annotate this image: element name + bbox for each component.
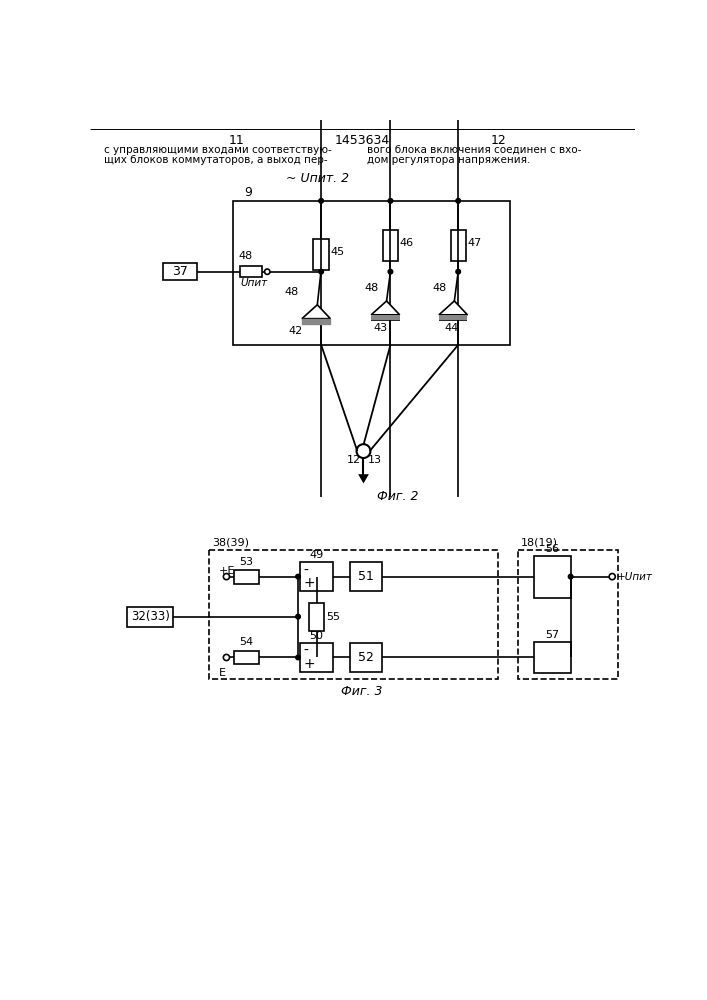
Polygon shape bbox=[371, 301, 399, 315]
Bar bbox=[450, 230, 466, 261]
Text: 1453634: 1453634 bbox=[334, 134, 390, 147]
Bar bbox=[240, 266, 262, 277]
Bar bbox=[313, 239, 329, 270]
Text: +: + bbox=[303, 657, 315, 671]
Text: +E: +E bbox=[218, 566, 235, 576]
Bar bbox=[234, 570, 259, 584]
Text: 38(39): 38(39) bbox=[212, 537, 249, 547]
Circle shape bbox=[319, 269, 324, 274]
Circle shape bbox=[319, 199, 324, 203]
Text: 46: 46 bbox=[399, 238, 414, 248]
Text: 48: 48 bbox=[365, 283, 379, 293]
Text: 12: 12 bbox=[491, 134, 506, 147]
Polygon shape bbox=[371, 315, 399, 320]
Text: 45: 45 bbox=[330, 247, 344, 257]
Text: щих блоков коммутаторов, а выход пер-: щих блоков коммутаторов, а выход пер- bbox=[104, 155, 327, 165]
Text: 52: 52 bbox=[358, 651, 374, 664]
Bar bbox=[127, 607, 173, 627]
Circle shape bbox=[388, 269, 393, 274]
Text: 54: 54 bbox=[239, 637, 253, 647]
Bar bbox=[300, 562, 333, 591]
Text: 12: 12 bbox=[346, 455, 361, 465]
Circle shape bbox=[388, 199, 393, 203]
Text: 48: 48 bbox=[284, 287, 298, 297]
Text: 53: 53 bbox=[239, 557, 253, 567]
Text: с управляющими входами соответствую-: с управляющими входами соответствую- bbox=[104, 145, 332, 155]
Text: 32(33): 32(33) bbox=[131, 610, 170, 623]
Text: ~ Uпит. 2: ~ Uпит. 2 bbox=[286, 172, 350, 185]
Bar bbox=[209, 550, 498, 679]
Text: 48: 48 bbox=[433, 283, 447, 293]
Bar bbox=[382, 230, 398, 261]
Text: вого блока включения соединен с вхо-: вого блока включения соединен с вхо- bbox=[368, 145, 582, 155]
Polygon shape bbox=[302, 319, 330, 324]
Text: Фиг. 3: Фиг. 3 bbox=[341, 685, 382, 698]
Text: 44: 44 bbox=[444, 323, 459, 333]
Text: 50: 50 bbox=[310, 631, 324, 641]
Text: +Uпит: +Uпит bbox=[617, 572, 653, 582]
Circle shape bbox=[296, 655, 300, 660]
Text: 9: 9 bbox=[244, 186, 252, 199]
Text: 13: 13 bbox=[368, 455, 381, 465]
Text: дом регулятора напряжения.: дом регулятора напряжения. bbox=[368, 155, 531, 165]
Text: -: - bbox=[303, 644, 308, 658]
Circle shape bbox=[456, 199, 460, 203]
Text: E: E bbox=[218, 668, 226, 678]
Bar bbox=[350, 562, 382, 591]
Text: 55: 55 bbox=[327, 612, 341, 622]
Bar bbox=[234, 651, 259, 664]
Circle shape bbox=[568, 574, 573, 579]
Text: 11: 11 bbox=[228, 134, 245, 147]
Text: Фиг. 2: Фиг. 2 bbox=[378, 490, 419, 503]
Text: 37: 37 bbox=[173, 265, 188, 278]
Text: 57: 57 bbox=[545, 630, 559, 640]
Bar bbox=[350, 643, 382, 672]
Circle shape bbox=[296, 614, 300, 619]
Text: 18(19): 18(19) bbox=[520, 537, 558, 547]
Text: 42: 42 bbox=[288, 326, 303, 336]
Text: +: + bbox=[303, 576, 315, 590]
Bar bbox=[163, 263, 197, 280]
Text: 51: 51 bbox=[358, 570, 374, 583]
Circle shape bbox=[456, 269, 460, 274]
Text: 49: 49 bbox=[310, 550, 324, 560]
Polygon shape bbox=[302, 305, 330, 319]
Text: Uпит: Uпит bbox=[240, 278, 267, 288]
Text: 43: 43 bbox=[373, 323, 387, 333]
Polygon shape bbox=[358, 474, 369, 483]
Bar bbox=[309, 603, 325, 631]
Bar bbox=[233, 201, 510, 345]
Text: 48: 48 bbox=[239, 251, 253, 261]
Text: -: - bbox=[303, 563, 308, 577]
Text: 47: 47 bbox=[467, 238, 481, 248]
Polygon shape bbox=[439, 301, 467, 315]
Circle shape bbox=[296, 574, 300, 579]
Bar bbox=[534, 556, 571, 598]
Text: 56: 56 bbox=[545, 544, 559, 554]
Bar bbox=[518, 550, 619, 679]
Bar bbox=[300, 643, 333, 672]
Polygon shape bbox=[439, 315, 467, 320]
Bar bbox=[534, 642, 571, 673]
